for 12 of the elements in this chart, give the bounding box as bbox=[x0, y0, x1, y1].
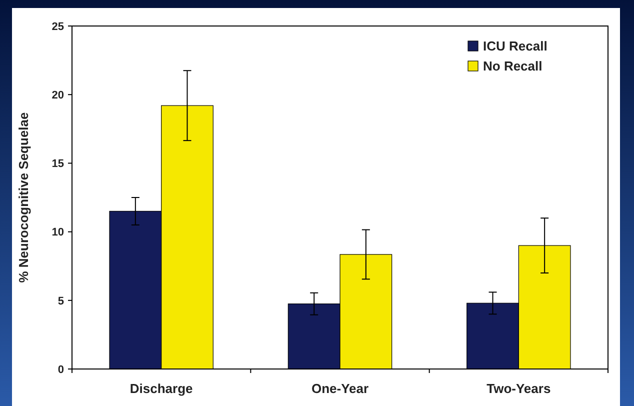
legend-label: ICU Recall bbox=[483, 38, 548, 54]
x-tick-label: One-Year bbox=[311, 381, 369, 396]
legend-label: No Recall bbox=[483, 58, 542, 74]
x-tick-label: Two-Years bbox=[486, 381, 551, 396]
y-tick-label: 0 bbox=[58, 364, 64, 376]
y-axis-title: % Neurocognitive Sequelae bbox=[16, 112, 31, 283]
y-tick-label: 25 bbox=[52, 20, 64, 33]
x-tick-label: Discharge bbox=[130, 381, 193, 396]
y-tick-label: 10 bbox=[52, 226, 64, 239]
y-tick-label: 15 bbox=[52, 158, 64, 170]
y-tick-label: 5 bbox=[58, 295, 64, 308]
y-tick-label: 20 bbox=[52, 89, 64, 102]
